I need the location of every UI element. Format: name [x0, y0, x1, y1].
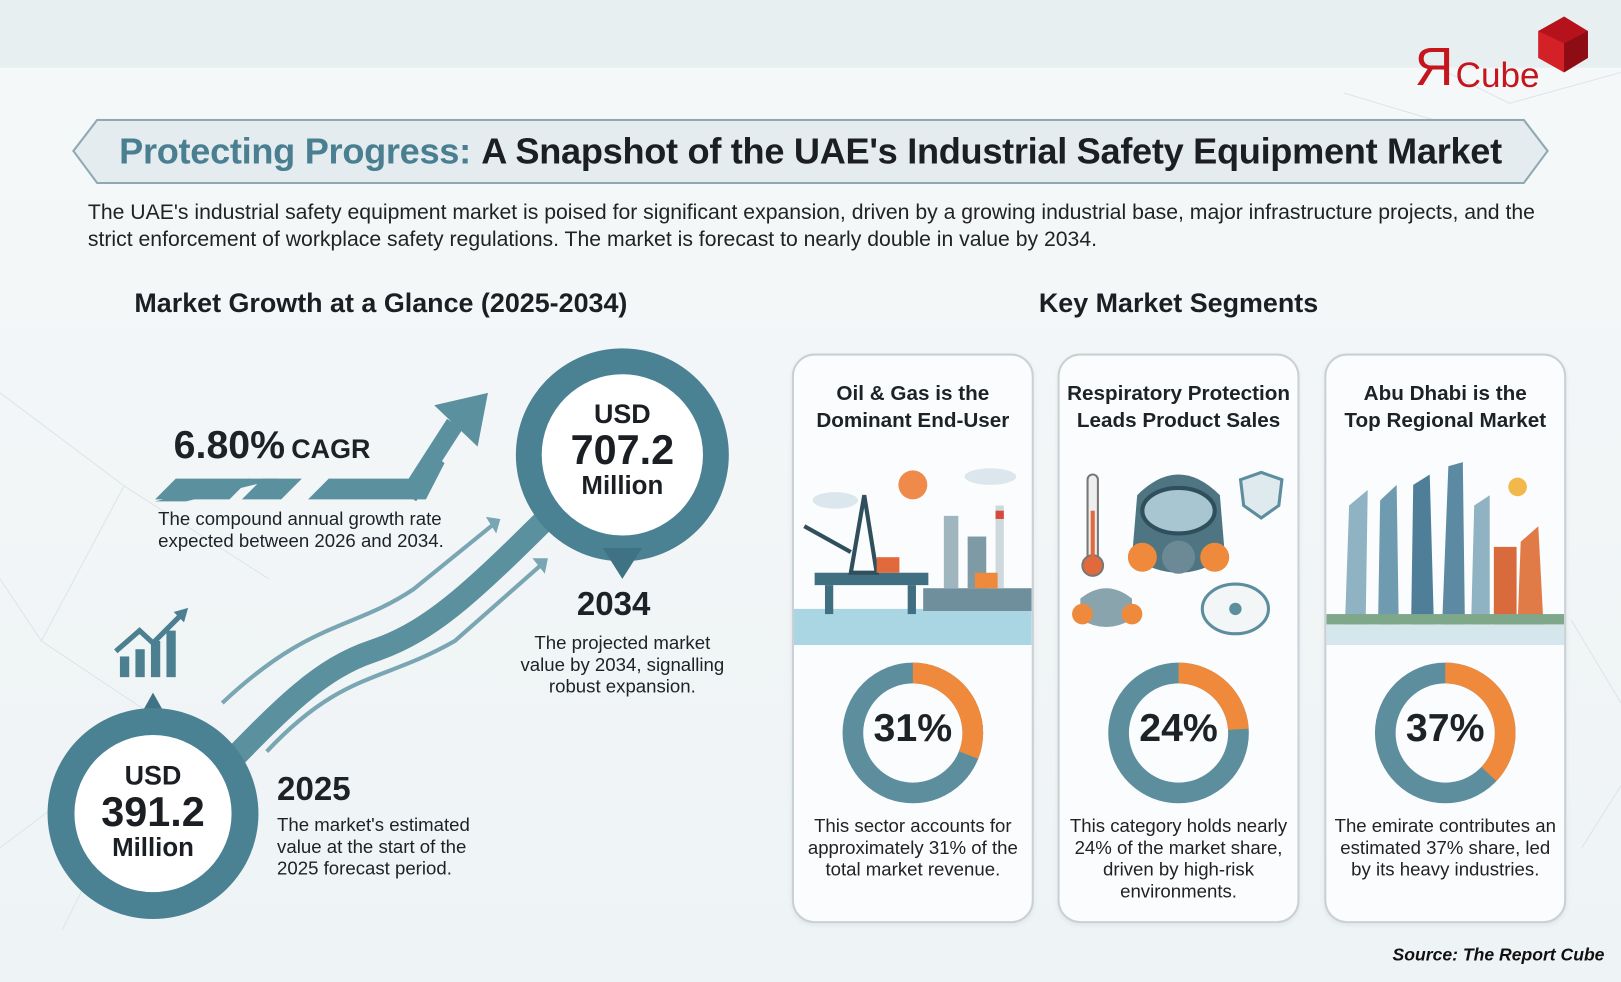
card-title: Respiratory Protection Leads Product Sal… — [1060, 380, 1298, 434]
desc-line: value at the start of the — [277, 836, 467, 858]
percent-label: 24% — [1139, 707, 1218, 751]
desc-line: This sector accounts for — [814, 815, 1012, 837]
cagr-arrow — [400, 418, 463, 502]
oil-rig-illustration — [793, 468, 1032, 646]
segment-card-respiratory: Respiratory Protection Leads Product Sal… — [1057, 353, 1300, 924]
segment-card-oil-gas: Oil & Gas is the Dominant End-User 31% T… — [791, 353, 1034, 924]
donut-share-arc — [1108, 662, 1249, 804]
respirator-illustration — [1072, 470, 1284, 636]
cagr: 6.80% CAGR — [174, 424, 371, 468]
year-2025: 2025 — [277, 770, 351, 808]
card-title: Abu Dhabi is the Top Regional Market — [1326, 380, 1564, 434]
title-line: Top Regional Market — [1344, 409, 1547, 433]
title-banner — [72, 118, 1549, 185]
description-2034: The projected market value by 2034, sign… — [514, 633, 731, 698]
desc-line: The emirate contributes an — [1334, 815, 1556, 837]
title-line: Respiratory Protection — [1067, 382, 1290, 406]
growth-graphic — [47, 348, 729, 920]
desc-line: total market revenue. — [825, 859, 1001, 880]
cagr-arrowhead — [434, 392, 488, 447]
title-line: Oil & Gas is the — [836, 382, 990, 406]
page-title: Protecting Progress: A Snapshot of the U… — [72, 119, 1548, 184]
unit: Million — [581, 471, 664, 501]
desc-line: by its heavy industries. — [1351, 859, 1540, 880]
skyline-illustration — [1326, 462, 1565, 646]
rcube-logo: R Cube — [1415, 16, 1588, 95]
value: 707.2 — [570, 427, 675, 474]
percent-label: 31% — [873, 707, 953, 751]
growth-chart-icon — [114, 607, 189, 678]
desc-line: expected between 2026 and 2034. — [158, 530, 444, 552]
segments-heading: Key Market Segments — [1038, 287, 1319, 319]
card-description: This sector accounts for approximately 3… — [800, 816, 1025, 881]
percent-label: 37% — [1405, 707, 1485, 751]
title-line: Abu Dhabi is the — [1363, 382, 1527, 406]
card-description: The emirate contributes an estimated 37%… — [1333, 816, 1558, 881]
desc-line: robust expansion. — [548, 676, 696, 697]
title-main: A Snapshot of the UAE's Industrial Safet… — [481, 130, 1502, 172]
currency: USD — [593, 398, 651, 430]
card-title: Oil & Gas is the Dominant End-User — [794, 380, 1032, 434]
desc-line: 24% of the market share, — [1074, 837, 1283, 859]
svg-text:Cube: Cube — [1456, 56, 1540, 95]
donut-chart — [1108, 662, 1249, 804]
desc-line: 2025 forecast period. — [277, 858, 452, 879]
source-credit: Source: The Report Cube — [1392, 944, 1605, 965]
value-2034: USD 707.2 Million — [545, 398, 700, 501]
description-2025: The market's estimated value at the star… — [277, 815, 470, 880]
currency: USD — [124, 759, 182, 791]
intro-paragraph: The UAE's industrial safety equipment ma… — [87, 200, 1535, 252]
svg-text:R: R — [1415, 37, 1454, 95]
desc-line: The market's estimated — [277, 814, 470, 836]
desc-line: value by 2034, signalling — [520, 654, 725, 676]
desc-line: environments. — [1120, 880, 1237, 902]
thin-arrow-lower — [265, 561, 545, 753]
desc-line: This category holds nearly — [1069, 815, 1288, 837]
title-line: Dominant End-User — [816, 409, 1010, 433]
circle-2034 — [515, 348, 729, 579]
title-line: Leads Product Sales — [1076, 409, 1281, 433]
cagr-description: The compound annual growth rate expected… — [158, 509, 444, 552]
donut-chart — [1374, 662, 1516, 804]
segment-card-abu-dhabi: Abu Dhabi is the Top Regional Market 37%… — [1324, 353, 1567, 924]
desc-line: The compound annual growth rate — [158, 508, 442, 530]
title-accent: Protecting Progress: — [119, 130, 471, 172]
desc-line: The projected market — [534, 632, 711, 654]
main-growth-ribbon — [178, 477, 587, 815]
value: 391.2 — [101, 789, 205, 836]
donut-share-arc — [842, 662, 984, 804]
unit: Million — [112, 833, 194, 863]
desc-line: estimated 37% share, led — [1340, 837, 1551, 859]
circle-2025 — [47, 692, 259, 920]
desc-line: approximately 31% of the — [807, 837, 1018, 859]
value-2025: USD 391.2 Million — [75, 760, 230, 863]
cagr-value: 6.80% — [173, 423, 286, 468]
growth-heading: Market Growth at a Glance (2025-2034) — [134, 287, 628, 319]
cagr-label: CAGR — [291, 433, 371, 465]
card-description: This category holds nearly 24% of the ma… — [1066, 816, 1291, 903]
donut-chart — [842, 662, 984, 804]
desc-line: driven by high-risk — [1103, 859, 1255, 880]
year-2034: 2034 — [576, 585, 651, 623]
thin-arrow-upper — [220, 520, 498, 705]
